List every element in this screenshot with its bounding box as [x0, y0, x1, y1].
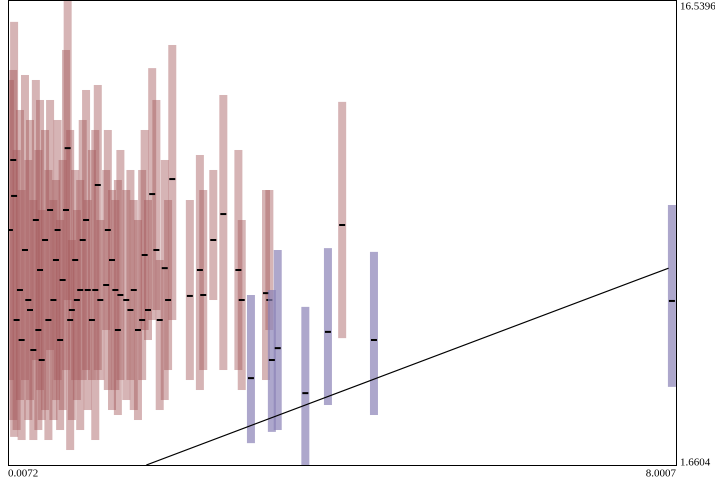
error-bar: [138, 169, 147, 381]
error-bar: [103, 129, 112, 391]
x-tick-label: 8.0007: [646, 468, 677, 480]
error-bar: [237, 219, 246, 391]
error-bar: [46, 99, 55, 351]
error-bar: [113, 179, 122, 416]
error-bar: [87, 149, 96, 381]
error-bar: [323, 248, 332, 406]
error-bar: [116, 149, 125, 381]
error-bar: [265, 189, 274, 331]
error-bar: [219, 94, 228, 371]
error-bar: [108, 189, 117, 411]
error-bar: [155, 260, 164, 411]
error-bar: [301, 306, 310, 465]
error-bar: [29, 199, 38, 441]
error-bar: [209, 169, 218, 301]
plot-area: [8, 0, 676, 465]
error-bar: [63, 0, 72, 301]
error-bar: [140, 129, 149, 331]
error-bar: [129, 199, 138, 411]
error-bar: [93, 84, 102, 371]
error-bar: [338, 101, 347, 339]
error-bar: [12, 149, 21, 431]
error-bar: [246, 295, 255, 444]
error-bar: [24, 159, 33, 421]
error-bar: [83, 199, 92, 411]
error-bar: [164, 199, 173, 371]
error-bar: [126, 169, 135, 381]
y-tick-label: 1.6604: [680, 457, 711, 469]
error-bar: [72, 209, 81, 401]
trend-line: [146, 267, 669, 465]
error-bar: [160, 159, 169, 401]
error-bar: [56, 219, 65, 431]
error-bar: [15, 109, 24, 401]
error-bar: [234, 149, 243, 371]
error-bar: [17, 189, 26, 441]
error-bar: [273, 250, 282, 431]
error-bar: [25, 119, 34, 401]
plot-frame: [8, 0, 677, 466]
error-bar: [152, 99, 161, 311]
error-bar: [111, 199, 120, 391]
error-bar: [91, 129, 100, 441]
error-bar: [20, 74, 29, 381]
error-bar: [185, 199, 194, 381]
error-bar: [10, 21, 19, 437]
error-bar: [53, 119, 62, 381]
error-bar: [37, 209, 46, 421]
y-tick-label: 16.5396: [680, 1, 715, 13]
error-bar: [51, 179, 60, 401]
error-bar: [168, 44, 177, 321]
error-bar: [102, 169, 111, 331]
error-bar: [78, 119, 87, 381]
error-bar: [195, 154, 204, 391]
error-bar: [262, 189, 271, 381]
error-bar: [58, 159, 67, 411]
error-bar: [667, 204, 676, 387]
error-bar: [9, 69, 18, 421]
error-bar: [34, 149, 43, 431]
error-bar: [82, 89, 91, 371]
error-bar: [199, 189, 208, 371]
error-bar: [49, 199, 58, 421]
error-bar: [41, 129, 50, 411]
error-bar: [369, 251, 378, 416]
error-bar: [122, 189, 131, 401]
error-bar: [67, 240, 76, 421]
x-tick-label: 0.0072: [8, 468, 38, 480]
error-bar: [144, 199, 153, 341]
error-bar: [44, 169, 53, 441]
error-bar: [133, 219, 142, 421]
error-bar: [36, 99, 45, 391]
error-bar: [76, 179, 85, 431]
error-bar: [71, 169, 80, 381]
error-bar: [66, 129, 75, 451]
